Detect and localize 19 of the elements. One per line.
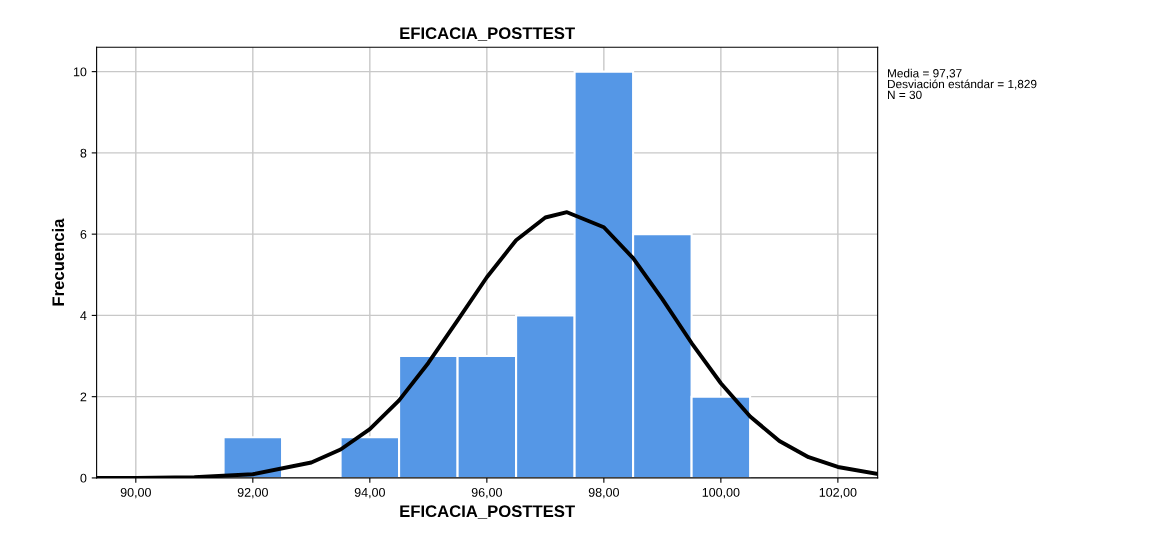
y-tick-label: 10	[73, 67, 87, 77]
text: Media = 97,37	[888, 68, 962, 79]
x-axis-title: EFICACIA_POSTTEST	[400, 505, 575, 519]
x-tick-label: 100,00	[702, 487, 740, 499]
y-tick-label: 6	[80, 229, 87, 239]
text: N = 30	[888, 90, 922, 99]
y-tick-label: 0	[80, 473, 87, 483]
x-tick-label: 92,00	[237, 487, 268, 499]
x-tick-label: 98,00	[588, 487, 619, 499]
x-tick-label: 90,00	[120, 487, 151, 499]
y-axis-title: Frecuencia	[51, 218, 65, 306]
y-tick-label: 8	[80, 148, 87, 158]
y-tick-label: 4	[80, 311, 87, 320]
x-tick-label: 102,00	[819, 487, 857, 499]
x-tick-label: 96,00	[471, 487, 502, 499]
text: Desviación estándar = 1,829	[888, 79, 1037, 90]
chart-title: EFICACIA_POSTTEST	[400, 27, 575, 41]
y-tick-label: 2	[80, 392, 87, 402]
x-tick-label: 94,00	[354, 487, 385, 499]
